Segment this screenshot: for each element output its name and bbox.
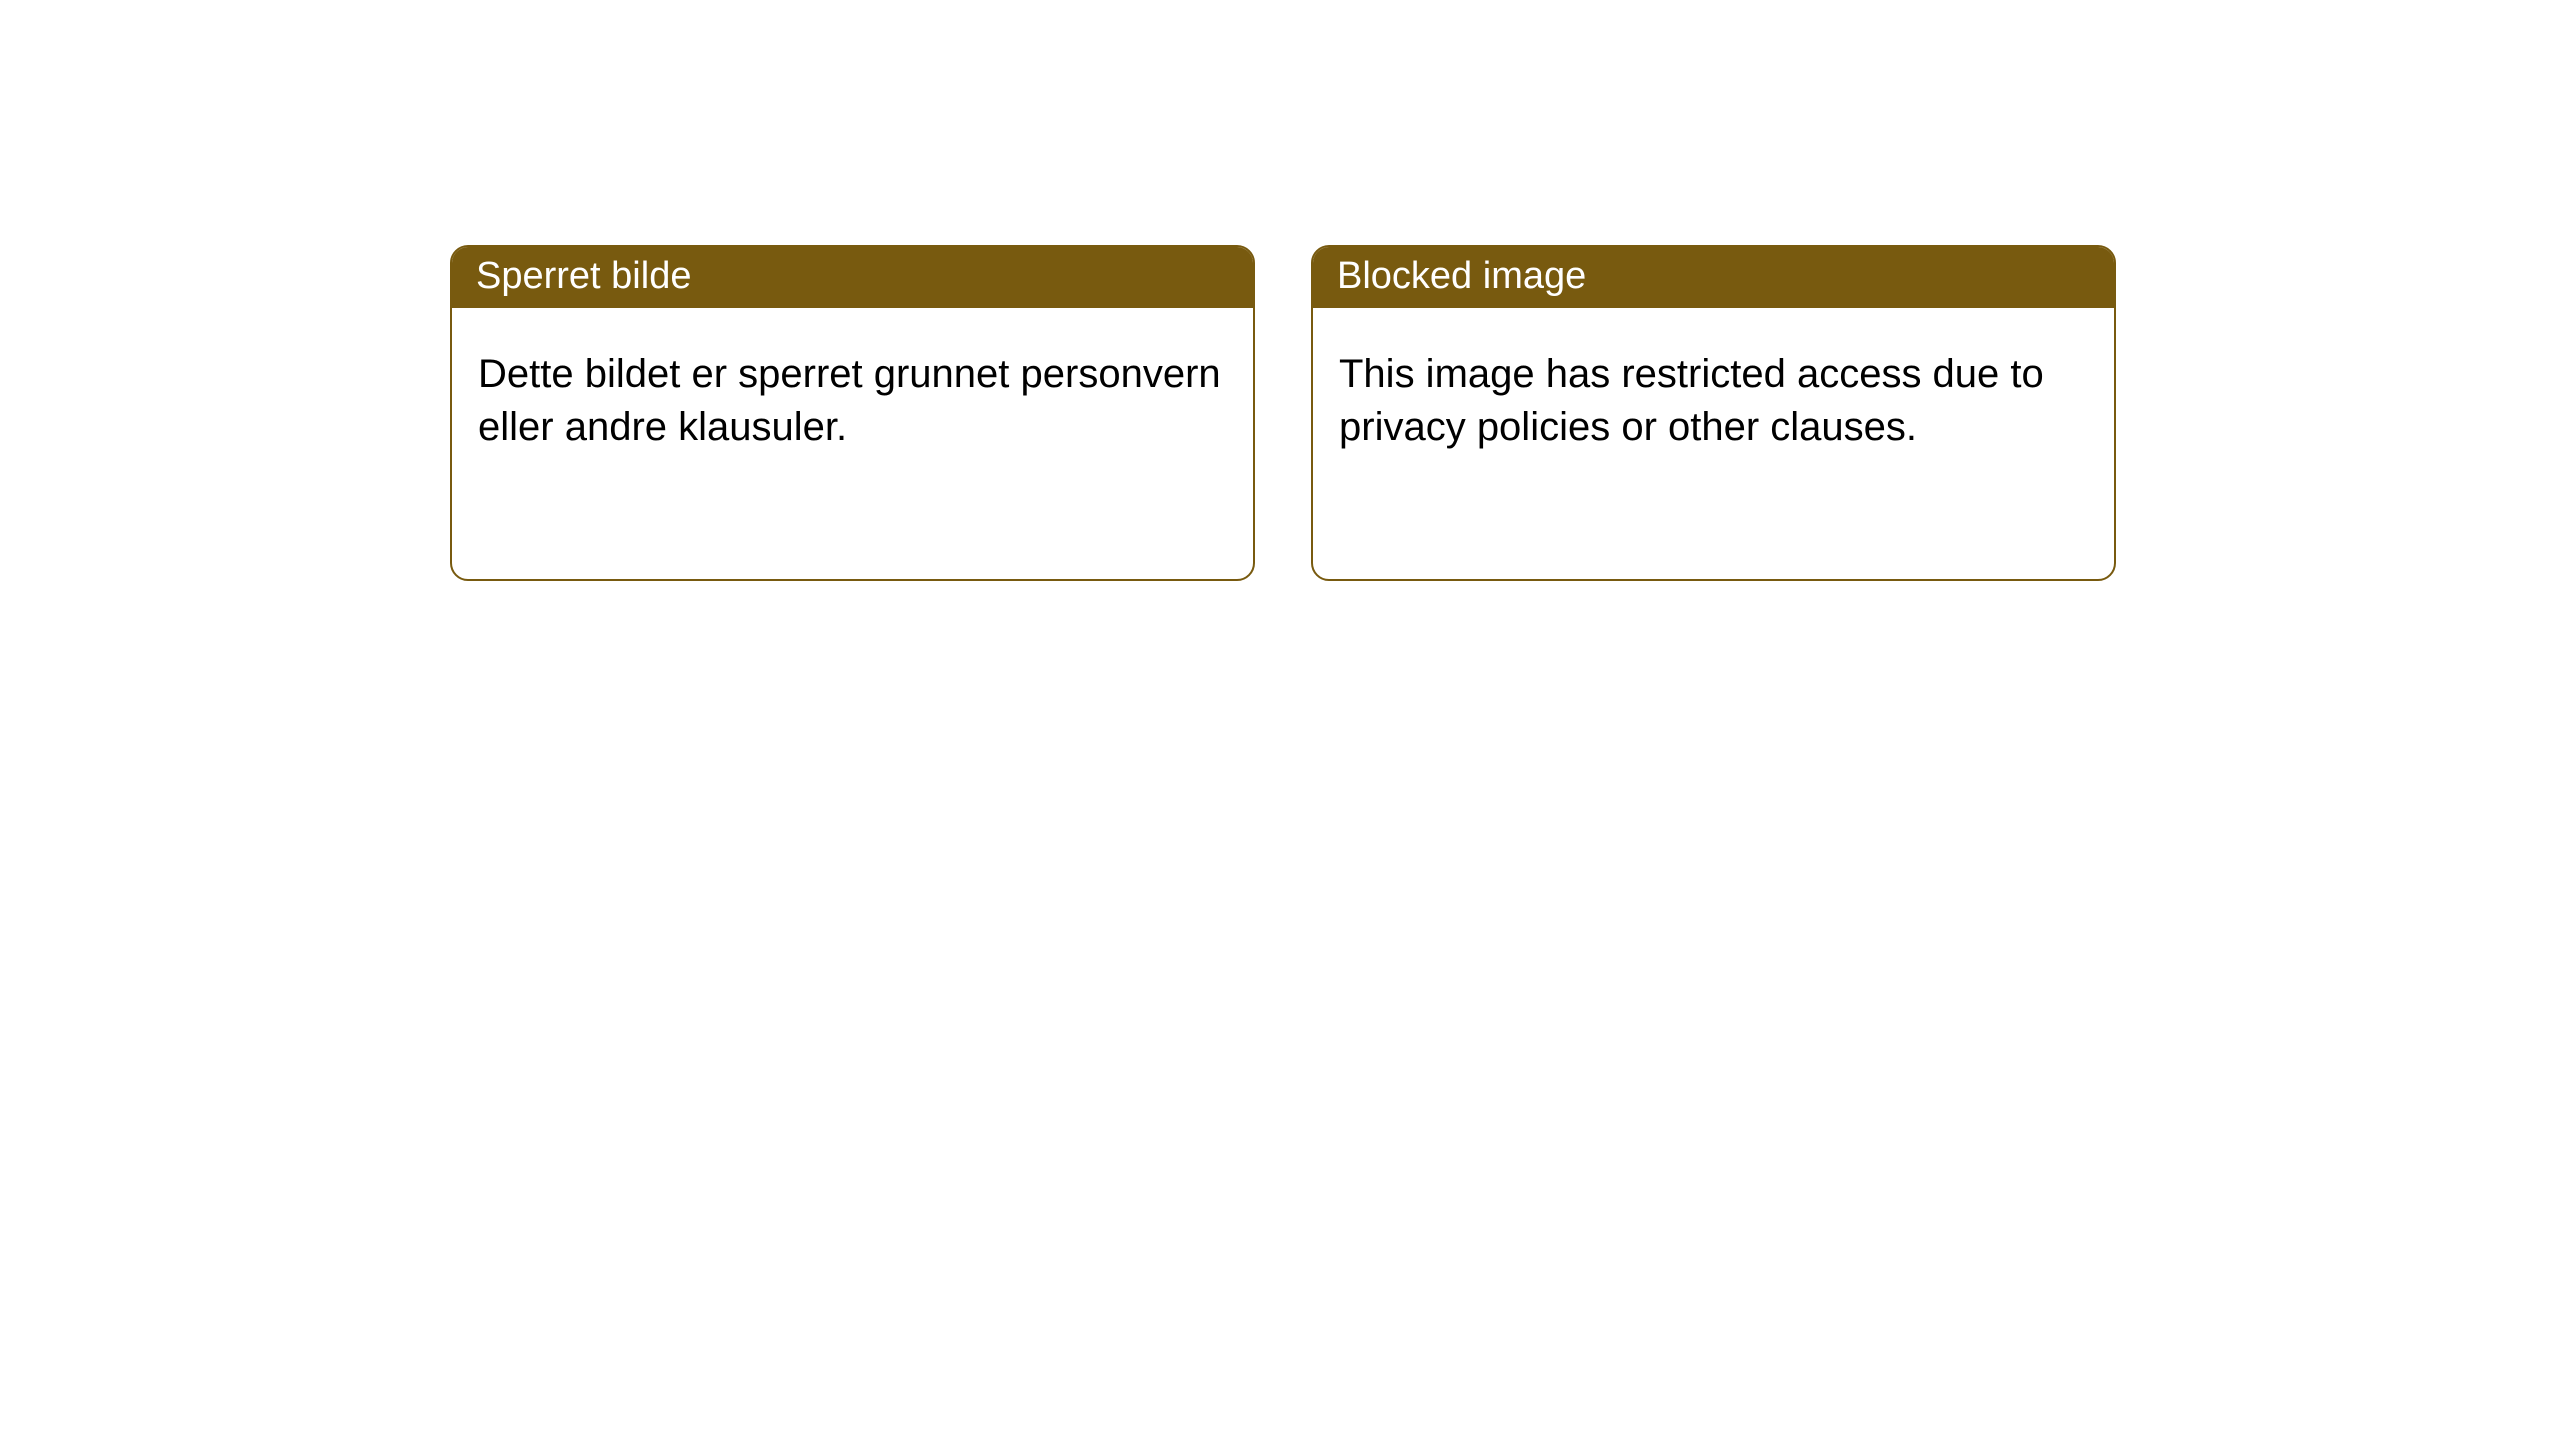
notice-cards-container: Sperret bilde Dette bildet er sperret gr…	[450, 245, 2116, 581]
card-body-text: Dette bildet er sperret grunnet personve…	[478, 352, 1221, 449]
card-body: Dette bildet er sperret grunnet personve…	[452, 308, 1253, 480]
notice-card-norwegian: Sperret bilde Dette bildet er sperret gr…	[450, 245, 1255, 581]
card-title: Blocked image	[1337, 255, 1586, 297]
card-header: Blocked image	[1313, 247, 2114, 308]
card-header: Sperret bilde	[452, 247, 1253, 308]
card-body: This image has restricted access due to …	[1313, 308, 2114, 480]
notice-card-english: Blocked image This image has restricted …	[1311, 245, 2116, 581]
card-body-text: This image has restricted access due to …	[1339, 352, 2044, 449]
card-title: Sperret bilde	[476, 255, 691, 297]
